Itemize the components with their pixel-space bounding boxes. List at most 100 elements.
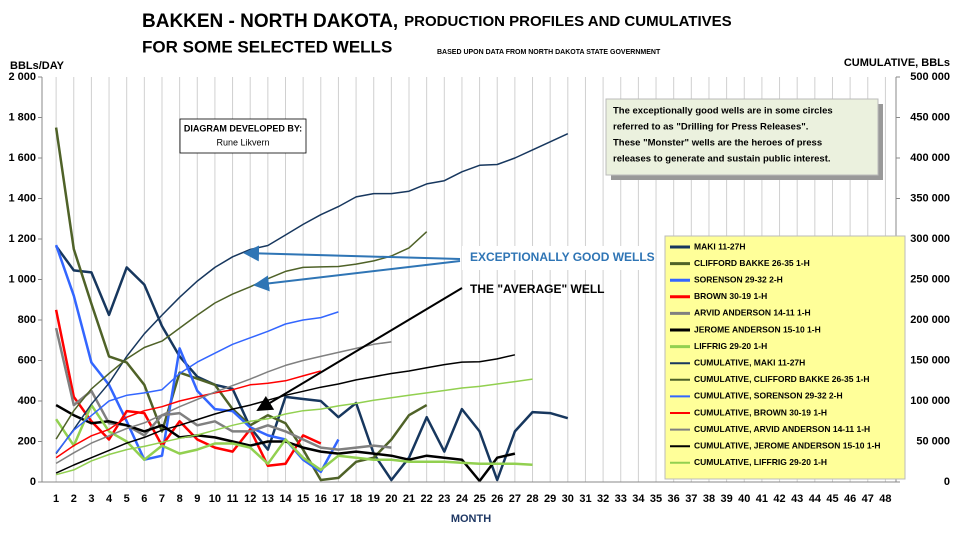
x-tick-label: 11	[227, 493, 239, 505]
y-tick-label: 200	[18, 435, 36, 447]
x-tick-label: 34	[632, 493, 645, 505]
x-tick-label: 20	[385, 493, 397, 505]
y2-tick-label: 500 000	[910, 71, 950, 83]
x-tick-label: 48	[879, 493, 891, 505]
axes: 1 2 3 4 5 6 7 8 9 10 11 12 13 14 15 16 17 18 19 20 21 22 23 24 2…	[8, 71, 950, 505]
note-text: releases to generate and sustain public …	[613, 154, 831, 165]
series-line	[55, 370, 322, 459]
y2-tick-label: 400 000	[910, 152, 950, 164]
note-text: referred to as "Drilling for Press Relea…	[613, 122, 808, 133]
series-line	[55, 341, 392, 465]
x-tick-label: 7	[159, 493, 165, 505]
note-box	[605, 98, 879, 176]
legend-box	[664, 235, 906, 480]
x-axis-label: MONTH	[451, 513, 491, 525]
y-tick-label: 2 000	[8, 71, 36, 83]
legend-label: CUMULATIVE, SORENSON 29-32 2-H	[694, 391, 843, 401]
series-line	[55, 378, 533, 476]
series-line	[54, 327, 392, 451]
label-box	[462, 246, 648, 270]
legend-label: JEROME ANDERSON 15-10 1-H	[694, 324, 821, 334]
x-tick-label: 45	[826, 493, 838, 505]
y2-tick-label: 50 000	[916, 435, 950, 447]
x-tick-label: 17	[332, 493, 344, 505]
x-tick-label: 1	[53, 493, 59, 505]
legend-label: SORENSON 29-32 2-H	[694, 274, 783, 284]
y-tick-label: 1 800	[8, 111, 36, 123]
y2-tick-label: 300 000	[910, 233, 950, 245]
y2-tick-label: 350 000	[910, 192, 950, 204]
legend-label: CLIFFORD BAKKE 26-35 1-H	[694, 258, 810, 268]
y2-tick-label: 450 000	[910, 111, 950, 123]
x-tick-label: 24	[456, 493, 469, 505]
x-tick-label: 15	[297, 493, 309, 505]
y-tick-label: 800	[18, 314, 36, 326]
x-tick-label: 8	[177, 493, 183, 505]
x-tick-label: 12	[244, 493, 256, 505]
credit-box	[179, 118, 307, 154]
series-line	[55, 231, 428, 440]
y2-tick-label: 0	[944, 476, 950, 488]
legend-label: CUMULATIVE, MAKI 11-27H	[694, 357, 805, 367]
note-text: These "Monster" wells are the heroes of …	[613, 138, 822, 149]
legend-label: CUMULATIVE, LIFFRIG 29-20 1-H	[694, 457, 827, 467]
x-tick-label: 3	[88, 493, 94, 505]
x-tick-label: 32	[597, 493, 609, 505]
x-tick-label: 30	[562, 493, 574, 505]
arrow-label: THE "AVERAGE" WELL	[470, 282, 605, 296]
series-line	[55, 311, 339, 454]
x-tick-label: 31	[579, 493, 591, 505]
chart-title-line: FOR SOME SELECTED WELLS	[142, 37, 392, 56]
title-part: BAKKEN - NORTH DAKOTA,	[142, 11, 398, 32]
legend-label: CUMULATIVE, JEROME ANDERSON 15-10 1-H	[694, 440, 881, 450]
x-tick-label: 36	[668, 493, 680, 505]
x-tick-label: 37	[685, 493, 697, 505]
y-tick-label: 1 000	[8, 273, 36, 285]
title-part: PRODUCTION PROFILES AND CUMULATIVES	[404, 13, 732, 30]
x-tick-label: 28	[526, 493, 538, 505]
x-tick-label: 13	[262, 493, 274, 505]
x-tick-label: 46	[844, 493, 856, 505]
y2-tick-label: 100 000	[910, 395, 950, 407]
legend-label: MAKI 11-27H	[694, 241, 746, 251]
y-tick-label: 600	[18, 354, 36, 366]
x-tick-label: 2	[71, 493, 77, 505]
y2-tick-label: 200 000	[910, 314, 950, 326]
legend-label: ARVID ANDERSON 14-11 1-H	[694, 308, 811, 318]
series-line	[55, 403, 533, 472]
legend-label: CUMULATIVE, CLIFFORD BAKKE 26-35 1-H	[694, 374, 870, 384]
x-tick-label: 33	[615, 493, 627, 505]
legend-label: CUMULATIVE, BROWN 30-19 1-H	[694, 407, 827, 417]
subtitle: BASED UPON DATA FROM NORTH DAKOTA STATE …	[437, 49, 661, 56]
credit-text: Rune Likvern	[216, 137, 269, 147]
x-tick-label: 18	[350, 493, 362, 505]
y-tick-label: 1 400	[8, 192, 36, 204]
x-tick-label: 29	[544, 493, 556, 505]
x-tick-label: 23	[438, 493, 450, 505]
x-tick-label: 21	[403, 493, 415, 505]
x-tick-label: 19	[368, 493, 380, 505]
y-tick-label: 400	[18, 395, 36, 407]
legend-label: BROWN 30-19 1-H	[694, 291, 767, 301]
x-tick-label: 4	[106, 493, 113, 505]
y-tick-label: 1 600	[8, 152, 36, 164]
chart-title: BAKKEN - NORTH DAKOTA, PRODUCTION PROFILE…	[142, 11, 732, 32]
series-line	[55, 133, 569, 455]
x-tick-label: 40	[738, 493, 750, 505]
x-tick-label: 35	[650, 493, 662, 505]
credit-text: DIAGRAM DEVELOPED BY:	[184, 123, 302, 133]
x-tick-label: 25	[473, 493, 485, 505]
x-tick-label: 22	[421, 493, 433, 505]
plot-lines	[54, 127, 569, 483]
x-tick-label: 41	[756, 493, 768, 505]
x-tick-label: 10	[209, 493, 221, 505]
y2-tick-label: 250 000	[910, 273, 950, 285]
x-tick-label: 6	[141, 493, 147, 505]
x-tick-label: 9	[194, 493, 200, 505]
x-tick-label: 42	[773, 493, 785, 505]
x-tick-label: 44	[809, 493, 822, 505]
x-tick-label: 5	[124, 493, 130, 505]
y2-axis-label: CUMULATIVE, BBLs	[844, 57, 950, 69]
series-line	[54, 309, 322, 468]
